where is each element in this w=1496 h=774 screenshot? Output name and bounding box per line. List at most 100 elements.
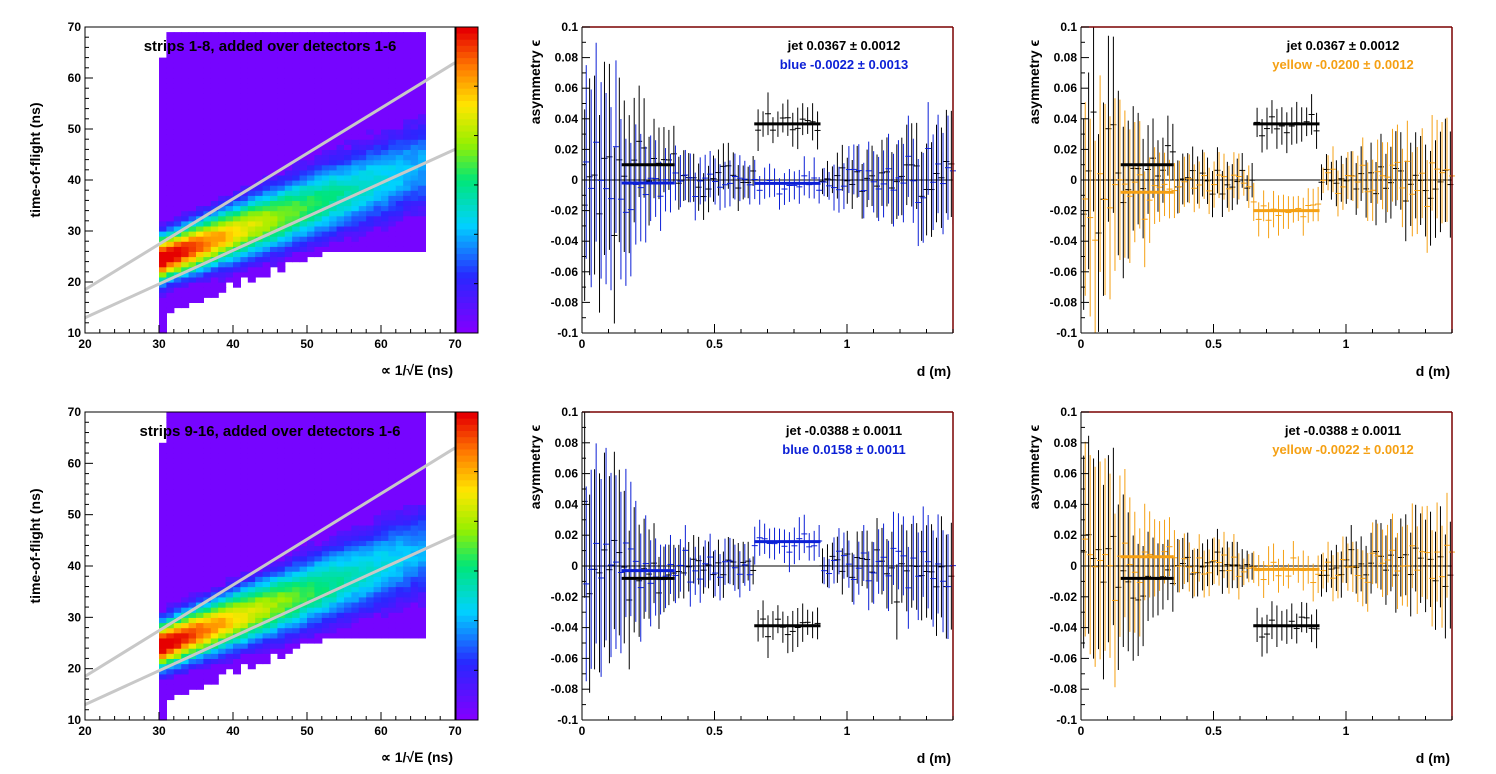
heatmap-cell	[262, 447, 271, 454]
heatmap-cell	[173, 210, 182, 217]
heatmap-cell	[388, 236, 397, 242]
heatmap-cell	[284, 509, 293, 516]
heatmap-cell	[373, 601, 382, 608]
heatmap-cell	[299, 478, 308, 485]
heatmap-cell	[351, 473, 360, 480]
heatmap-cell	[284, 468, 293, 475]
heatmap-cell	[373, 545, 382, 552]
heatmap-cell	[403, 427, 412, 434]
heatmap-cell	[277, 32, 286, 38]
heatmap-cell	[395, 499, 404, 505]
heatmap-cell	[203, 276, 212, 283]
heatmap-cell	[358, 417, 367, 423]
heatmap-cell	[240, 180, 249, 186]
heatmap-cell	[173, 103, 182, 110]
heatmap-cell	[247, 42, 256, 48]
heatmap-cell	[388, 447, 397, 454]
heatmap-cell	[203, 437, 212, 444]
heatmap-cell	[344, 190, 352, 196]
colorbar-segment	[456, 180, 478, 187]
heatmap-cell	[284, 612, 293, 618]
heatmap-cell	[218, 113, 227, 120]
heatmap-cell	[329, 417, 338, 423]
heatmap-cell	[203, 607, 212, 613]
heatmap-cell	[188, 550, 197, 557]
heatmap-cell	[321, 37, 330, 43]
heatmap-cell	[247, 453, 256, 459]
heatmap-cell	[173, 678, 182, 685]
heatmap-cell	[173, 668, 182, 675]
colorbar-segment	[456, 131, 478, 138]
heatmap-cell	[270, 417, 278, 423]
heatmap-cell	[358, 458, 367, 464]
heatmap-cell	[336, 607, 345, 613]
heatmap-cell	[388, 190, 397, 196]
heatmap-cell	[159, 123, 167, 130]
heatmap-cell	[307, 514, 315, 521]
heatmap-cell	[314, 483, 323, 490]
heatmap-cell	[218, 617, 227, 624]
plot-title: strips 9-16, added over detectors 1-6	[140, 423, 401, 440]
heatmap-cell	[395, 154, 404, 161]
heatmap-cell	[196, 494, 204, 500]
heatmap-cell	[247, 412, 256, 418]
heatmap-cell	[255, 658, 264, 665]
heatmap-cell	[344, 103, 352, 110]
heatmap-cell	[395, 535, 404, 541]
heatmap-cell	[418, 241, 426, 247]
heatmap-cell	[181, 643, 190, 649]
heatmap-cell	[270, 139, 278, 145]
heatmap-cell	[255, 596, 264, 603]
heatmap-cell	[418, 47, 426, 54]
heatmap-cell	[284, 627, 293, 634]
heatmap-cell	[159, 317, 167, 324]
y-tick-label: -0.04	[1050, 234, 1078, 248]
heatmap-cell	[218, 88, 227, 94]
heatmap-cell	[284, 437, 293, 444]
heatmap-cell	[247, 489, 256, 495]
heatmap-cell	[395, 555, 404, 562]
heatmap-cell	[344, 225, 352, 232]
colorbar-segment	[456, 436, 478, 444]
heatmap-cell	[366, 473, 375, 480]
heatmap-cell	[388, 432, 397, 439]
heatmap-cell	[381, 601, 389, 608]
heatmap-cell	[173, 205, 182, 212]
heatmap-cell	[344, 134, 352, 140]
heatmap-cell	[225, 180, 234, 186]
heatmap-cell	[188, 261, 197, 268]
heatmap-cell	[159, 601, 167, 608]
heatmap-cell	[196, 154, 204, 161]
heatmap-cell	[166, 52, 175, 59]
heatmap-cell	[255, 37, 264, 43]
heatmap-cell	[218, 473, 227, 480]
heatmap-cell	[233, 540, 241, 547]
heatmap-cell	[233, 52, 241, 59]
heatmap-cell	[418, 129, 426, 135]
heatmap-cell	[395, 220, 404, 227]
heatmap-cell	[210, 62, 219, 69]
heatmap-cell	[270, 576, 278, 582]
heatmap-cell	[270, 185, 278, 191]
heatmap-cell	[388, 601, 397, 608]
heatmap-cell	[233, 612, 241, 618]
heatmap-cell	[240, 601, 249, 608]
heatmap-cell	[255, 478, 264, 485]
heatmap-cell	[173, 261, 182, 268]
heatmap-cell	[395, 103, 404, 110]
heatmap-cell	[307, 159, 315, 166]
heatmap-cell	[314, 622, 323, 629]
heatmap-cell	[373, 154, 382, 161]
heatmap-cell	[188, 47, 197, 54]
heatmap-cell	[366, 195, 375, 201]
y-tick-label: 40	[68, 173, 82, 187]
heatmap-cell	[210, 241, 219, 247]
heatmap-cell	[196, 205, 204, 212]
heatmap-cell	[247, 627, 256, 634]
heatmap-cell	[358, 118, 367, 125]
heatmap-cell	[255, 67, 264, 74]
heatmap-cell	[284, 57, 293, 64]
heatmap-cell	[247, 78, 256, 84]
heatmap-cell	[173, 47, 182, 54]
heatmap-cell	[307, 494, 315, 500]
